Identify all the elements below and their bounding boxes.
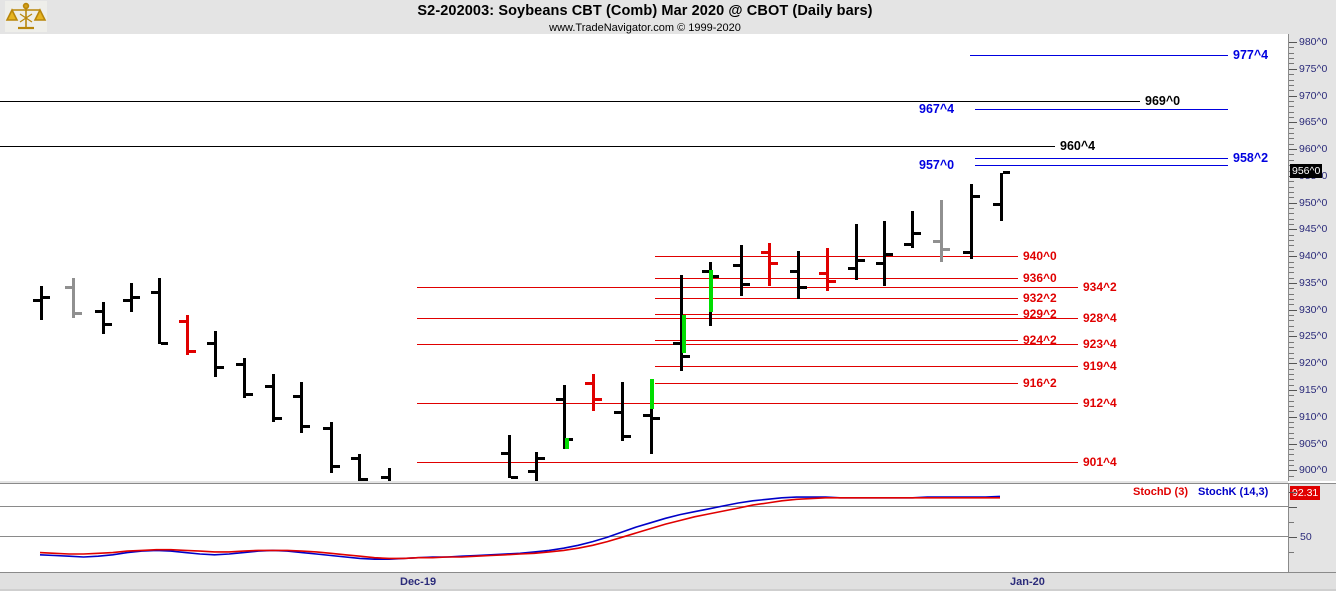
stochastic-curves	[39, 495, 1001, 560]
level-label-957-0: 957^0	[917, 158, 957, 173]
price-axis-label: 910^0	[1299, 410, 1328, 423]
price-axis-label: 950^0	[1299, 196, 1328, 209]
chart-subtitle: www.TradeNavigator.com © 1999-2020	[549, 22, 741, 34]
level-line-977-4[interactable]	[970, 55, 1228, 57]
chart-header	[0, 0, 1336, 34]
price-axis-label: 905^0	[1299, 437, 1328, 450]
date-axis-label: Jan-20	[1010, 576, 1045, 588]
level-line-969-0[interactable]	[0, 100, 1140, 102]
price-axis-label: 965^0	[1299, 116, 1328, 129]
price-axis-label: 970^0	[1299, 89, 1328, 102]
level-line-967-4[interactable]	[975, 108, 1228, 110]
level-line-919-4[interactable]	[655, 365, 1078, 367]
stochd-legend: StochD (3)	[1133, 486, 1188, 498]
gap-marker	[682, 315, 686, 353]
indicator-gridline-upper	[0, 506, 1288, 507]
date-axis-label: Dec-19	[400, 576, 437, 588]
gap-marker	[709, 269, 713, 313]
level-line-960-4[interactable]	[0, 146, 1055, 148]
level-label-924-2: 924^2	[1021, 333, 1059, 348]
level-label-912-4: 912^4	[1081, 396, 1119, 411]
indicator-gridline-mid	[0, 536, 1288, 537]
level-label-932-2: 932^2	[1021, 290, 1059, 305]
indicator-line	[39, 497, 1000, 560]
scales-balance-icon	[5, 1, 47, 32]
price-axis-label: 960^0	[1299, 143, 1328, 156]
level-line-924-2[interactable]	[655, 340, 1018, 342]
level-label-936-0: 936^0	[1021, 270, 1059, 285]
level-label-967-4: 967^4	[917, 101, 957, 116]
price-axis-label: 930^0	[1299, 303, 1328, 316]
date-axis[interactable]: Dec-19 Jan-20	[0, 572, 1336, 591]
bottom-strip	[0, 589, 1336, 591]
price-axis-label: 925^0	[1299, 330, 1328, 343]
level-label-916-2: 916^2	[1021, 376, 1059, 391]
price-axis-label: 980^0	[1299, 36, 1328, 49]
level-line-934-2[interactable]	[417, 286, 1078, 288]
price-axis-label: 935^0	[1299, 276, 1328, 289]
level-line-932-2[interactable]	[655, 297, 1018, 299]
gap-marker	[565, 438, 569, 449]
price-axis-label: 900^0	[1299, 464, 1328, 477]
price-axis-label: 945^0	[1299, 223, 1328, 236]
price-plot-area[interactable]: 977^4 969^0 967^4 960^4 957^0 958^2 940^0 936^0…	[0, 34, 1288, 481]
price-axis[interactable]: 980^0975^0970^0965^0960^0955^0950^0945^0…	[1288, 34, 1336, 481]
level-label-929-2: 929^2	[1021, 306, 1059, 321]
price-axis-label: 915^0	[1299, 383, 1328, 396]
stochk-legend: StochK (14,3)	[1198, 486, 1269, 498]
level-label-960-4: 960^4	[1058, 139, 1098, 154]
indicator-mid-label: 50	[1300, 531, 1312, 543]
price-axis-label: 975^0	[1299, 62, 1328, 75]
panel-divider	[0, 481, 1288, 483]
level-label-919-4: 919^4	[1081, 358, 1119, 373]
page-title: S2-202003: Soybeans CBT (Comb) Mar 2020 …	[417, 3, 873, 19]
level-line-912-4[interactable]	[417, 403, 1078, 405]
level-line-940-0[interactable]	[655, 256, 1018, 258]
stochastic-indicator-pane[interactable]: StochD (3) StochK (14,3)	[0, 483, 1288, 572]
current-price-badge: 956^0	[1290, 163, 1323, 178]
level-line-957-0[interactable]	[975, 165, 1228, 167]
level-label-958-2: 958^2	[1231, 151, 1271, 166]
level-line-928-4[interactable]	[417, 317, 1078, 319]
level-line-916-2[interactable]	[655, 383, 1018, 385]
gap-marker	[650, 379, 654, 409]
level-label-940-0: 940^0	[1021, 249, 1059, 264]
level-line-929-2[interactable]	[655, 313, 1018, 315]
indicator-axis[interactable]: 92.31 50	[1288, 483, 1336, 572]
level-label-934-2: 934^2	[1081, 279, 1119, 294]
level-line-936-0[interactable]	[655, 277, 1018, 279]
level-label-977-4: 977^4	[1231, 48, 1271, 63]
level-line-923-4[interactable]	[417, 344, 1078, 346]
level-label-923-4: 923^4	[1081, 337, 1119, 352]
level-label-928-4: 928^4	[1081, 310, 1119, 325]
indicator-value-badge: 92.31	[1290, 486, 1321, 500]
level-label-901-4: 901^4	[1081, 455, 1119, 470]
level-line-958-2[interactable]	[975, 158, 1228, 160]
level-label-969-0: 969^0	[1143, 93, 1183, 108]
price-axis-label: 920^0	[1299, 357, 1328, 370]
level-line-901-4[interactable]	[417, 462, 1078, 464]
price-axis-label: 940^0	[1299, 250, 1328, 263]
